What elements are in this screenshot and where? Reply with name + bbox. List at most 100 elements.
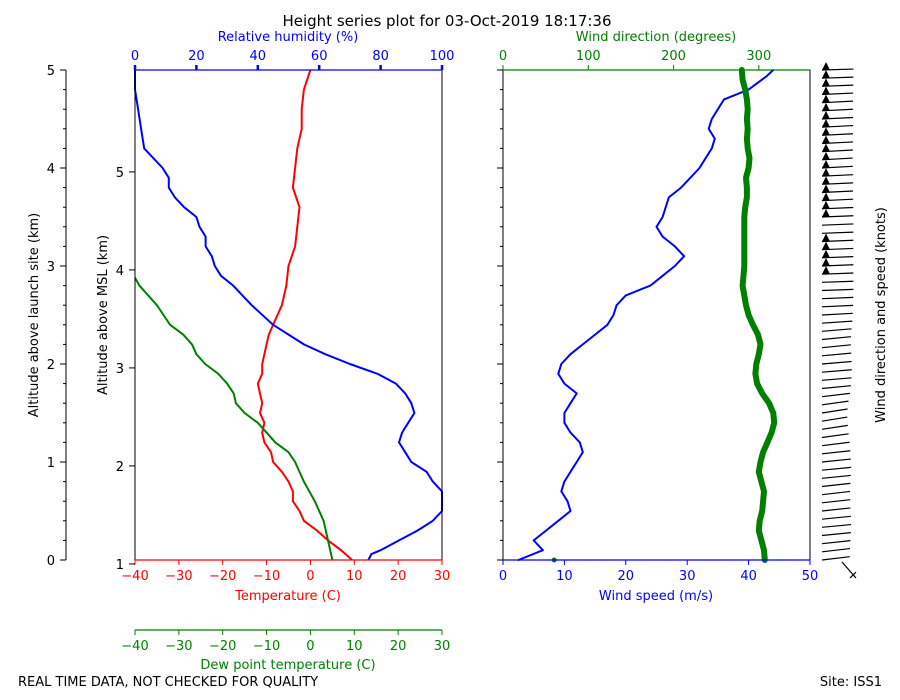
dewpoint-tick-label: 10	[346, 639, 363, 654]
wind-barb-pennant	[822, 111, 830, 119]
wind-plot-layer	[517, 67, 778, 563]
footer-site: Site: ISS1	[820, 675, 882, 690]
wind-barb-pennant	[822, 94, 830, 103]
wind-barb-pennant	[822, 62, 830, 70]
wind-speed-tick-label: 40	[740, 569, 757, 584]
altitude-msl-tick-label: 3	[116, 362, 124, 377]
altitude-launch-tick-label: 0	[47, 554, 55, 569]
wind-barb-surface-flag	[849, 571, 857, 579]
wind-direction-tick-label: 300	[746, 49, 771, 64]
wind-barb-staff	[821, 466, 852, 471]
wind-barb-pennant	[822, 233, 830, 242]
humidity-tick-label: 80	[372, 49, 389, 64]
wind-barb-pennant	[822, 176, 830, 185]
wind-direction-tick-label: 0	[499, 49, 507, 64]
altitude-msl-axis-label: Altitude above MSL (km)	[96, 235, 111, 395]
wind-speed-tick-label: 30	[679, 569, 696, 584]
wind-barb-pennant	[822, 249, 830, 258]
wind-barb-staff	[821, 392, 850, 398]
wind-barb-staff	[821, 377, 852, 381]
wind-barb-pennant	[822, 143, 830, 152]
wind-barb-pennant	[822, 241, 830, 250]
dewpoint-tick-label: −10	[253, 639, 280, 654]
altitude-msl-tick-label: 1	[116, 558, 124, 573]
wind-barb-pennant	[822, 209, 830, 217]
humidity-tick-label: 20	[188, 49, 205, 64]
wind-barb-staff	[821, 532, 851, 537]
wind-speed-tick-label: 10	[556, 569, 573, 584]
temperature-tick-label: 10	[346, 569, 363, 584]
thermo-plot-frame	[134, 69, 443, 561]
wind-barb-pennant	[822, 86, 830, 95]
dewpoint-tick-label: −40	[121, 639, 148, 654]
altitude-launch-tick-label: 3	[47, 260, 55, 275]
wind-speed-axis-label: Wind speed (m/s)	[599, 589, 713, 604]
wind-speed-tick-label: 0	[499, 569, 507, 584]
humidity-axis-label: Relative humidity (%)	[218, 30, 359, 45]
thermo-axes: −40 −30 −20 −10 0 10 20 30−40 −30 −20 −10 0 10 20 300 2…	[47, 49, 455, 654]
wind-barb-staff	[821, 499, 851, 504]
dewpoint-tick-label: −30	[165, 639, 192, 654]
altitude-launch-tick-label: 4	[47, 162, 55, 177]
wind-barb-staff	[821, 336, 852, 341]
wind-barb-axis-label: Wind direction and speed (knots)	[874, 207, 889, 423]
wind-barb-staff	[821, 360, 852, 365]
wind-barb-staff	[821, 424, 848, 430]
wind-direction-series-line	[738, 67, 778, 563]
altitude-launch-tick-label: 2	[47, 358, 55, 373]
wind-barb-staff	[821, 547, 851, 553]
wind-barb-staff	[821, 507, 851, 512]
wind-barb-staff	[821, 280, 854, 283]
wind-barb-pennant	[822, 127, 830, 136]
dewpoint-axis-label: Dew point temperature (C)	[200, 658, 375, 673]
wind-barb-staff	[821, 312, 853, 316]
wind-speed-tick-label: 50	[802, 569, 819, 584]
wind-direction-tick-label: 100	[576, 49, 601, 64]
temperature-tick-label: −10	[253, 569, 280, 584]
dew-point-series-line	[134, 277, 334, 561]
humidity-tick-label: 100	[430, 49, 455, 64]
wind-barb-staff	[821, 385, 852, 390]
wind-barb-staff	[821, 556, 850, 561]
wind-speed-series-line	[517, 69, 775, 561]
temperature-tick-label: −40	[121, 569, 148, 584]
wind-barb-staff	[821, 408, 848, 414]
wind-barb-pennant	[822, 192, 830, 201]
wind-barb-pennant	[822, 135, 830, 144]
wind-barb-staff	[821, 223, 854, 226]
temperature-tick-label: −30	[165, 569, 192, 584]
wind-barb-pennant	[822, 184, 830, 193]
wind-barb-staff	[821, 433, 849, 439]
wind-barb-staff	[821, 400, 849, 406]
wind-barb-staff	[821, 482, 851, 488]
humidity-tick-label: 60	[311, 49, 328, 64]
wind-barb-pennant	[822, 266, 830, 275]
wind-direction-axis-label: Wind direction (degrees)	[576, 30, 736, 45]
thermo-panel: −40 −30 −20 −10 0 10 20 30−40 −30 −20 −10 0 10 20 300 2…	[27, 30, 454, 673]
temperature-tick-label: 30	[434, 569, 451, 584]
dewpoint-tick-label: 0	[306, 639, 314, 654]
wind-barb-pennant	[822, 70, 830, 79]
wind-barb-pennant	[822, 200, 830, 209]
plot-title: Height series plot for 03-Oct-2019 18:17…	[282, 12, 611, 30]
wind-barb-staff	[821, 320, 853, 324]
wind-barb-staff	[821, 450, 851, 455]
wind-barb-pennant	[822, 168, 830, 177]
wind-barb-staff	[821, 474, 851, 479]
wind-barb-staff	[821, 296, 854, 300]
wind-barb-staff	[821, 523, 852, 528]
temperature-tick-label: 0	[306, 569, 314, 584]
wind-barb-surface	[841, 561, 857, 579]
wind-barb-staff	[821, 490, 851, 496]
temperature-series-line	[256, 69, 353, 561]
wind-barb-staff	[821, 539, 851, 545]
wind-barb-staff	[821, 441, 850, 447]
relative-humidity-series-line	[134, 70, 443, 561]
temperature-axis-label: Temperature (C)	[234, 589, 341, 604]
wind-speed-tick-label: 20	[618, 569, 635, 584]
wind-barb-staff	[821, 416, 848, 422]
wind-barb-staff	[821, 369, 852, 373]
temperature-tick-label: −20	[209, 569, 236, 584]
wind-barb-pennant	[822, 119, 830, 128]
altitude-msl-tick-label: 4	[116, 264, 124, 279]
